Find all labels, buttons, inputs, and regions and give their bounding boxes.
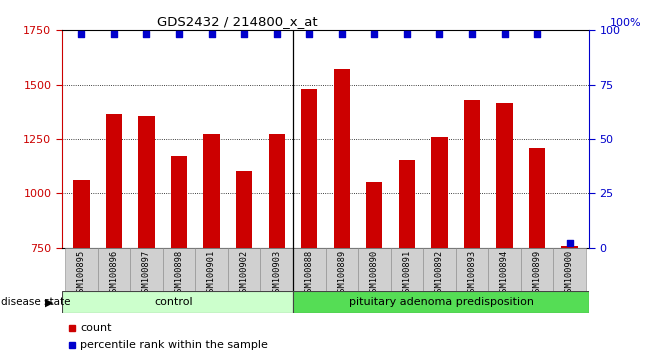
Bar (171, 156, 187, 248)
Bar (358, 248, 391, 292)
Bar (366, 182, 382, 248)
Text: pituitary adenoma predisposition: pituitary adenoma predisposition (348, 297, 534, 307)
Bar (130, 248, 163, 292)
Text: control: control (155, 297, 193, 307)
Text: percentile rank within the sample: percentile rank within the sample (80, 340, 268, 350)
Point (141, 32, 152, 37)
Bar (456, 248, 488, 292)
Text: GSM100900: GSM100900 (565, 250, 574, 297)
Point (174, 32, 184, 37)
Point (467, 32, 477, 37)
Bar (65, 248, 98, 292)
Point (109, 32, 119, 37)
Text: count: count (80, 323, 112, 333)
Text: GSM100888: GSM100888 (305, 250, 314, 297)
Text: GSM100893: GSM100893 (467, 250, 477, 297)
Bar (391, 248, 423, 292)
Point (532, 32, 542, 37)
Text: GSM100894: GSM100894 (500, 250, 509, 297)
Text: GSM100902: GSM100902 (240, 250, 249, 297)
Bar (293, 291, 589, 313)
Bar (333, 69, 350, 248)
Point (564, 241, 575, 246)
Bar (423, 248, 456, 292)
Bar (163, 248, 195, 292)
Text: GSM100895: GSM100895 (77, 250, 86, 297)
Text: GSM100897: GSM100897 (142, 250, 151, 297)
Text: GSM100896: GSM100896 (109, 250, 118, 297)
Point (369, 32, 380, 37)
Text: disease state: disease state (1, 297, 71, 307)
Y-axis label: 100%: 100% (610, 18, 642, 28)
Text: GDS2432 / 214800_x_at: GDS2432 / 214800_x_at (157, 15, 318, 28)
Point (76, 32, 87, 37)
Point (206, 32, 217, 37)
Bar (326, 248, 358, 292)
Point (402, 32, 412, 37)
Text: GSM100892: GSM100892 (435, 250, 444, 297)
Bar (236, 171, 252, 248)
Bar (301, 89, 317, 248)
Bar (203, 133, 220, 248)
Bar (228, 248, 260, 292)
Bar (521, 248, 553, 292)
Text: GSM100891: GSM100891 (402, 250, 411, 297)
Text: GSM100898: GSM100898 (174, 250, 184, 297)
Text: GSM100901: GSM100901 (207, 250, 216, 297)
Bar (62, 291, 293, 313)
Bar (561, 246, 577, 248)
Bar (464, 100, 480, 248)
Bar (553, 248, 586, 292)
Bar (431, 137, 447, 248)
Bar (195, 248, 228, 292)
Bar (293, 248, 326, 292)
Text: GSM100903: GSM100903 (272, 250, 281, 297)
Bar (98, 248, 130, 292)
Bar (398, 160, 415, 248)
Bar (488, 248, 521, 292)
Point (499, 32, 510, 37)
Bar (138, 116, 154, 248)
Bar (496, 103, 513, 248)
Text: ▶: ▶ (45, 297, 53, 307)
Bar (260, 248, 293, 292)
Bar (73, 180, 89, 248)
Bar (105, 114, 122, 248)
Point (271, 32, 282, 37)
Point (239, 32, 249, 37)
Point (434, 32, 445, 37)
Point (337, 32, 347, 37)
Bar (529, 148, 545, 248)
Point (304, 32, 314, 37)
Bar (269, 133, 285, 248)
Text: GSM100889: GSM100889 (337, 250, 346, 297)
Text: GSM100899: GSM100899 (533, 250, 542, 297)
Text: GSM100890: GSM100890 (370, 250, 379, 297)
